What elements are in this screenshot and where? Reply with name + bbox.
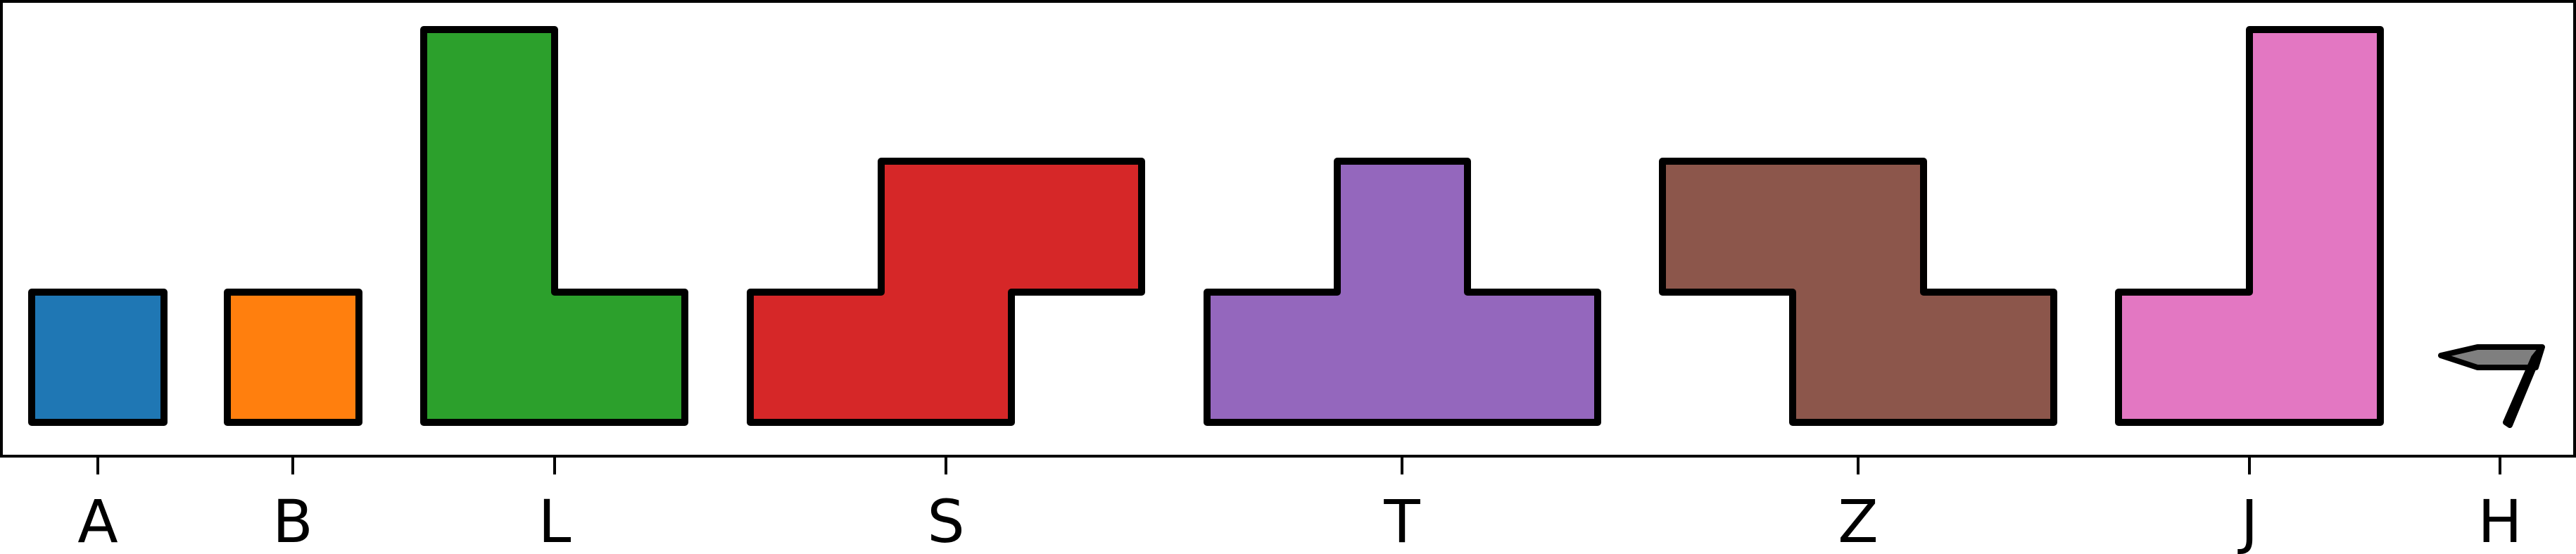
piece-s-shape (747, 158, 1145, 426)
piece-t-shape (1204, 158, 1601, 426)
tick-label-s: S (927, 487, 964, 554)
piece-j-shape (2115, 26, 2384, 426)
tick-label-a: A (77, 487, 118, 554)
tick-label-z: Z (1838, 487, 1879, 554)
piece-b-shape (224, 289, 362, 426)
tick-label-h: H (2477, 487, 2522, 554)
piece-h-shape (2438, 344, 2545, 428)
x-axis-ticks (96, 456, 2501, 474)
piece-a-shape (28, 289, 168, 426)
tick-label-t: T (1383, 487, 1420, 554)
piece-l-shape (420, 26, 688, 426)
piece-z-shape (1659, 158, 2057, 426)
tick-label-b: B (272, 487, 313, 554)
tick-label-l: L (538, 487, 572, 554)
tick-label-j: J (2237, 487, 2259, 554)
